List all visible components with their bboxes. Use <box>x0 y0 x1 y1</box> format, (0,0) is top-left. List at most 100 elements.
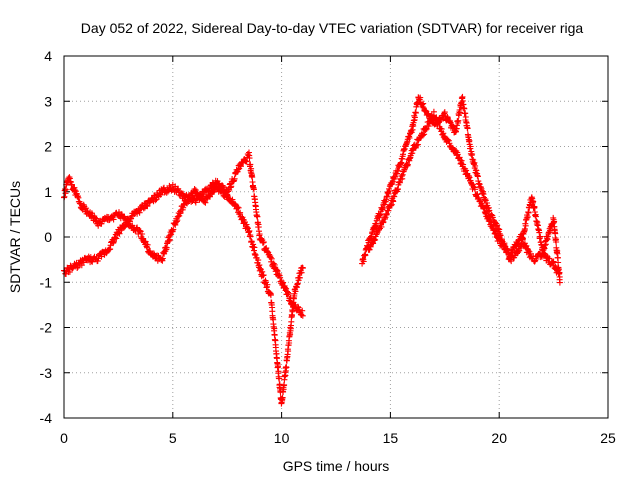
data-point <box>127 216 134 222</box>
data-point <box>280 279 287 286</box>
data-point <box>110 238 117 245</box>
data-point <box>246 155 253 162</box>
data-point <box>144 241 151 248</box>
x-tick-label: 15 <box>383 430 399 446</box>
data-point <box>89 258 96 265</box>
data-point <box>467 143 474 150</box>
data-point <box>159 255 166 262</box>
data-point <box>250 186 257 193</box>
data-point <box>285 348 292 355</box>
data-point <box>486 207 493 214</box>
x-tick-label: 0 <box>60 430 68 446</box>
data-point <box>247 233 254 240</box>
data-point <box>275 368 282 375</box>
data-point <box>66 268 73 275</box>
data-point <box>255 257 262 264</box>
data-point <box>469 151 476 157</box>
data-point <box>299 265 306 272</box>
y-tick-label: 3 <box>44 93 52 109</box>
data-point <box>192 199 199 206</box>
data-point <box>83 205 90 212</box>
data-point <box>207 193 213 200</box>
data-point <box>152 197 159 204</box>
data-point <box>151 251 158 258</box>
data-point <box>298 312 305 318</box>
data-point <box>482 197 489 204</box>
data-point <box>494 222 501 229</box>
data-point <box>536 229 543 236</box>
x-tick-label: 25 <box>600 430 616 446</box>
y-tick-label: 0 <box>44 229 52 245</box>
series-points <box>61 174 306 407</box>
data-point <box>527 202 533 209</box>
x-tick-label: 10 <box>274 430 290 446</box>
data-point <box>360 258 367 265</box>
data-point <box>116 230 123 237</box>
series-points <box>61 149 306 319</box>
data-point <box>215 180 222 187</box>
y-tick-label: 1 <box>44 184 52 200</box>
data-point <box>251 244 258 251</box>
data-point <box>74 263 81 270</box>
data-point <box>294 280 301 287</box>
data-point <box>71 187 78 193</box>
data-point <box>254 213 261 220</box>
data-point <box>74 265 81 271</box>
data-point <box>137 228 144 235</box>
data-point <box>281 381 288 388</box>
y-tick-label: -2 <box>40 320 53 336</box>
data-point <box>385 191 392 197</box>
data-point <box>286 340 293 346</box>
data-point <box>260 239 267 246</box>
data-point <box>435 119 442 126</box>
data-point <box>409 126 416 133</box>
data-point <box>200 193 206 200</box>
data-point <box>507 253 514 260</box>
data-point <box>378 223 385 230</box>
data-point <box>235 166 242 173</box>
data-point <box>549 259 556 266</box>
data-point <box>202 199 209 206</box>
data-point <box>537 233 544 240</box>
data-point <box>508 258 515 265</box>
data-point <box>471 159 478 166</box>
data-point <box>404 161 411 168</box>
data-point <box>550 259 556 266</box>
series-points <box>365 108 563 283</box>
data-point <box>417 94 424 101</box>
data-point <box>485 212 492 219</box>
data-point <box>136 227 143 234</box>
data-point <box>522 222 529 229</box>
data-point <box>144 203 151 210</box>
plot-frame <box>63 55 609 419</box>
data-point <box>267 292 274 299</box>
y-tick-label: 2 <box>44 139 52 155</box>
y-tick-label: -4 <box>40 410 53 426</box>
y-tick-label: -1 <box>40 274 53 290</box>
data-point <box>136 209 143 216</box>
data-point <box>110 216 117 223</box>
data-point <box>234 204 241 210</box>
data-point <box>556 276 563 283</box>
data-point <box>268 255 275 262</box>
data-point <box>438 126 445 132</box>
data-point <box>201 199 208 205</box>
data-point <box>256 262 263 268</box>
data-point <box>113 235 120 242</box>
data-point <box>299 307 306 314</box>
tick-labels: 0 5 10 15 20 25 -4 -3 -2 -1 0 1 2 3 4 <box>40 48 616 446</box>
data-point <box>150 250 157 257</box>
chart-title: Day 052 of 2022, Sidereal Day-to-day VTE… <box>81 20 584 36</box>
data-point <box>192 187 199 194</box>
data-point <box>235 204 242 211</box>
data-point <box>246 227 253 234</box>
data-point <box>121 224 128 231</box>
data-point <box>531 203 538 210</box>
data-point <box>271 325 278 332</box>
data-point <box>170 226 177 233</box>
data-point <box>509 249 516 256</box>
data-point <box>285 290 292 297</box>
data-point <box>362 252 369 259</box>
